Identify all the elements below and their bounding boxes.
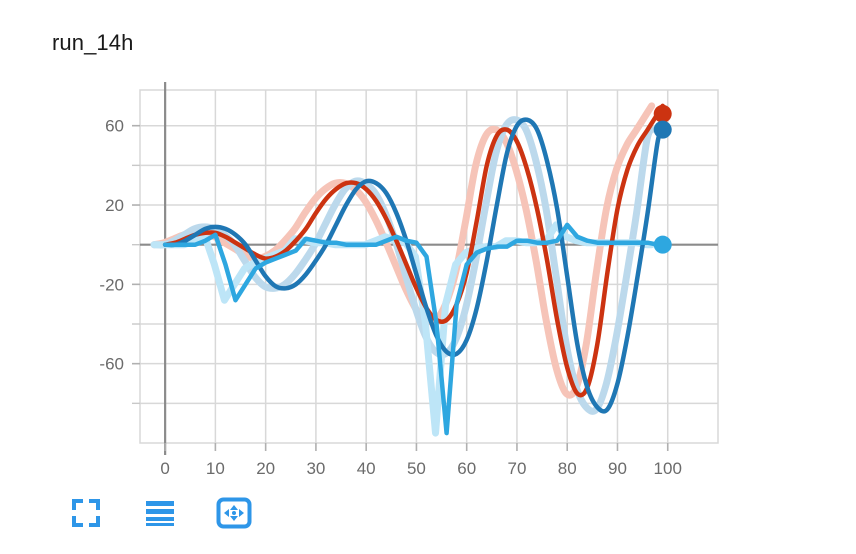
svg-text:30: 30: [306, 459, 325, 478]
svg-text:0: 0: [160, 459, 169, 478]
svg-text:90: 90: [608, 459, 627, 478]
tick-marks: [132, 124, 669, 451]
chart-plot-area[interactable]: -60 -20 20 60 0 10 20 30 40 50 60 70 80 90 100: [0, 0, 856, 500]
y-axis-tick-labels: -60 -20 20 60: [99, 117, 124, 374]
pan-icon: [216, 497, 252, 532]
svg-text:20: 20: [105, 196, 124, 215]
line-chart-svg[interactable]: -60 -20 20 60 0 10 20 30 40 50 60 70 80 90 100: [0, 0, 856, 500]
endpoint-dots: [653, 104, 672, 254]
fullscreen-icon: [72, 498, 100, 530]
svg-text:80: 80: [558, 459, 577, 478]
fullscreen-button[interactable]: [64, 492, 108, 536]
svg-text:-20: -20: [99, 275, 124, 294]
page-title: run_14h: [52, 30, 134, 55]
svg-text:100: 100: [654, 459, 682, 478]
series-lines: [162, 103, 665, 436]
pan-button[interactable]: [212, 492, 256, 536]
lines-icon: [145, 499, 175, 530]
svg-text:10: 10: [206, 459, 225, 478]
svg-text:60: 60: [105, 117, 124, 136]
svg-text:60: 60: [457, 459, 476, 478]
chart-toolbar[interactable]: [64, 492, 256, 536]
svg-text:70: 70: [507, 459, 526, 478]
svg-text:-60: -60: [99, 355, 124, 374]
svg-text:40: 40: [357, 459, 376, 478]
x-axis-tick-labels: 0 10 20 30 40 50 60 70 80 90 100: [160, 459, 682, 478]
lines-button[interactable]: [138, 492, 182, 536]
svg-text:20: 20: [256, 459, 275, 478]
svg-text:50: 50: [407, 459, 426, 478]
